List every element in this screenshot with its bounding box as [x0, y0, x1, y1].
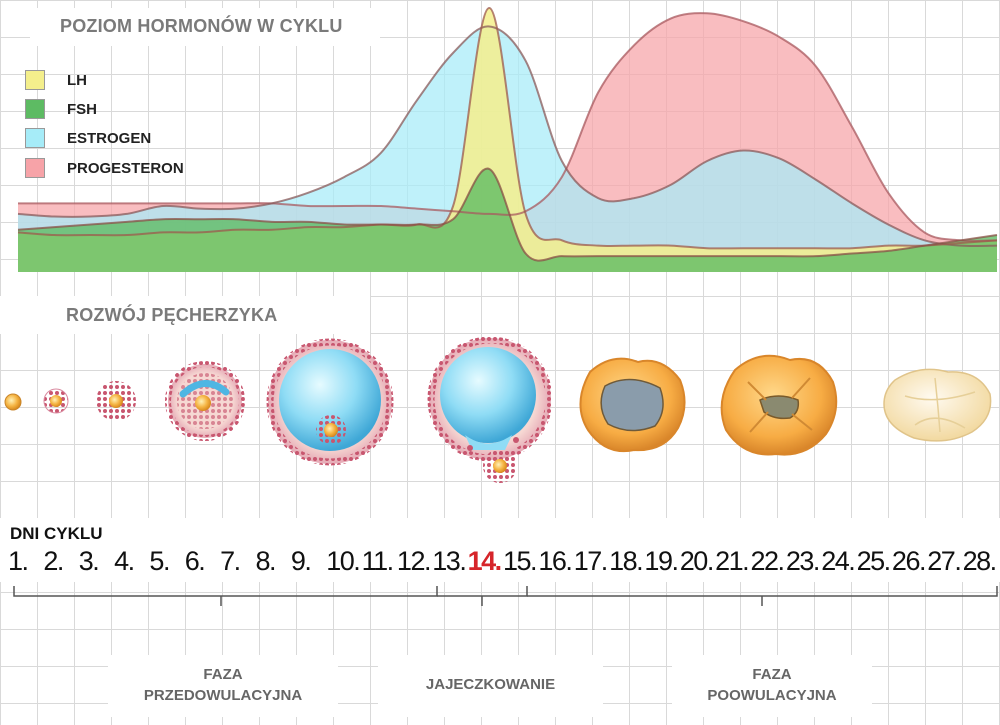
follicle-stage-3: [96, 381, 136, 421]
phase-pre-panel: [108, 655, 338, 717]
days-title: DNI CYKLU: [10, 524, 103, 543]
phase-post-line-2: POOWULACYJNA: [707, 687, 837, 704]
day-label: 17.: [573, 546, 609, 576]
phase-pre-line-1: FAZA: [203, 666, 243, 683]
phase-ovulation-label: JAJECZKOWANIE: [425, 676, 556, 693]
day-label: 21.: [715, 546, 750, 576]
phase-ovulation-panel: [378, 655, 603, 717]
day-label: 7.: [220, 546, 241, 576]
hormone-chart-title: POZIOM HORMONÓW W CYKLU: [60, 16, 343, 36]
day-label: 25.: [856, 546, 892, 576]
bracket-post: [527, 586, 998, 597]
legend-swatch-fsh: [25, 99, 45, 119]
day-label: 4.: [114, 546, 135, 576]
hormone-chart: [17, 6, 998, 272]
phase-pre-line-2: PRZEDOWULACYJNA: [143, 687, 303, 704]
follicle-stage-9: [883, 368, 992, 442]
day-label: 10.: [326, 546, 361, 576]
legend-item-progesteron: PROGESTERON: [25, 156, 184, 180]
follicle-stage-6: [427, 336, 553, 483]
legend-swatch-lh: [25, 70, 45, 90]
legend-item-fsh: FSH: [25, 97, 97, 121]
day-label: 9.: [290, 546, 312, 576]
series-area-lh: [18, 7, 997, 272]
day-label: 8.: [255, 546, 277, 576]
day-label: 23.: [785, 546, 821, 576]
bracket-pre: [13, 586, 438, 597]
day-label: 6.: [184, 546, 206, 576]
follicle-stage-1: [4, 393, 22, 411]
chart-title-panel: [30, 8, 380, 46]
day-label: 1.: [8, 546, 29, 576]
legend-swatch-progesteron: [25, 158, 45, 178]
legend-label-progesteron: PROGESTERON: [67, 159, 184, 177]
phase-post-label: FAZA POOWULACYJNA: [672, 664, 872, 706]
day-label: 26.: [891, 546, 927, 576]
day-label: 18.: [609, 546, 644, 576]
follicle-title-panel: [0, 296, 370, 334]
bracket-ovulation: [437, 586, 528, 597]
day-label: 3.: [78, 546, 100, 576]
day-label: 27.: [927, 546, 962, 576]
day-label: 24.: [821, 546, 856, 576]
day-label: 11.: [361, 546, 395, 576]
legend-item-lh: LH: [25, 68, 87, 92]
phase-post-line-1: FAZA: [752, 666, 792, 683]
day-label: 13.: [432, 546, 467, 576]
day-label: 22.: [750, 546, 786, 576]
day-label: 15.: [503, 546, 538, 576]
day-label: 28.: [962, 546, 998, 576]
follicle-section-title: ROZWÓJ PĘCHERZYKA: [66, 305, 278, 325]
phase-post-panel: [672, 655, 872, 717]
day-label: 14.: [467, 546, 503, 576]
day-label: 20.: [679, 546, 715, 576]
series-area-fsh: [18, 168, 997, 272]
day-label: 2.: [43, 546, 64, 576]
follicle-stage-7: [579, 357, 686, 452]
legend-label-lh: LH: [67, 71, 87, 89]
follicle-stage-4: [165, 361, 245, 441]
series-line-fsh: [17, 167, 998, 262]
legend-swatch-estrogen: [25, 128, 45, 148]
day-label: 16.: [538, 546, 573, 576]
legend-item-estrogen: ESTROGEN: [25, 126, 151, 150]
series-line-progesteron: [17, 12, 998, 242]
follicle-stage-8: [720, 354, 838, 456]
day-label: 5.: [149, 546, 170, 576]
series-line-estrogen: [17, 25, 998, 247]
day-label: 12.: [396, 546, 432, 576]
phase-pre-label: FAZA PRZEDOWULACYJNA: [108, 664, 338, 706]
series-line-lh: [17, 6, 998, 250]
follicle-stage-5: [266, 338, 394, 466]
legend-label-fsh: FSH: [67, 100, 97, 118]
days-panel: [0, 518, 1000, 582]
day-label: 19.: [644, 546, 679, 576]
follicle-stage-2: [43, 388, 69, 414]
legend-label-estrogen: ESTROGEN: [67, 129, 152, 147]
